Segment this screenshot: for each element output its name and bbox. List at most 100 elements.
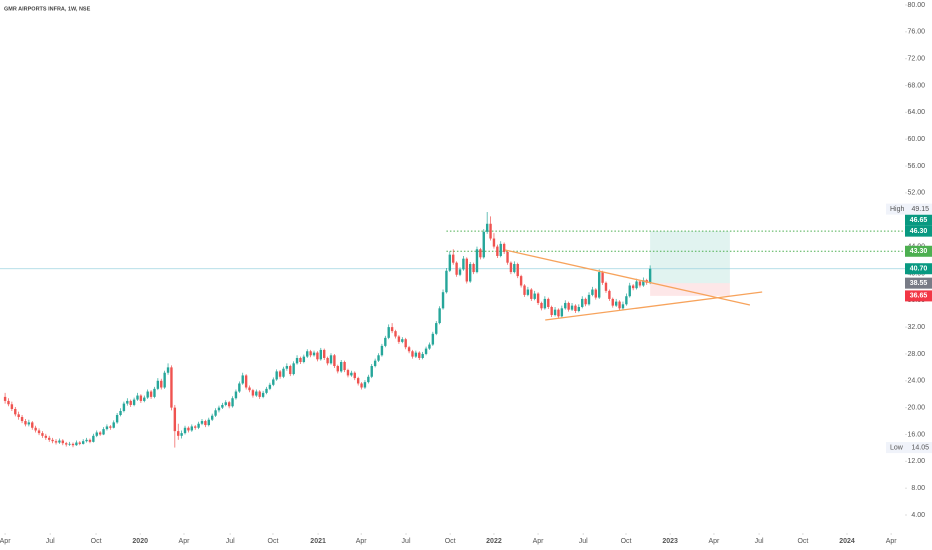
candle-body [190, 426, 194, 431]
candle-body [282, 368, 285, 377]
candle-body [27, 422, 31, 425]
x-tick-label: Jul [226, 538, 235, 545]
x-tick-label: Jul [46, 538, 55, 545]
candle-body [543, 298, 547, 309]
candle-body [224, 402, 227, 405]
y-tick-label: 68.00 [907, 82, 925, 89]
y-tick-label: 56.00 [907, 163, 925, 170]
candle-body [479, 249, 482, 258]
candle-body [37, 430, 41, 434]
candle-body [227, 402, 231, 407]
candle-body [183, 427, 187, 434]
candle-body [170, 367, 173, 408]
candle-body [628, 285, 631, 297]
candle-body [65, 443, 68, 445]
candle-body [81, 441, 85, 444]
candle-body [581, 298, 584, 307]
candle-body [428, 344, 431, 349]
x-tick-label: 2023 [662, 538, 678, 545]
candle-body [31, 422, 34, 428]
candle-body [231, 398, 234, 407]
candle-body [255, 391, 258, 396]
candle-body [401, 339, 404, 342]
y-tick-label: 52.00 [907, 190, 925, 197]
high-value: 49.15 [911, 206, 929, 213]
candle-body [316, 352, 319, 360]
candle-body [404, 339, 407, 348]
x-tick-label: Oct [797, 538, 808, 545]
candle-body [7, 400, 10, 405]
candle-body [530, 289, 533, 299]
candle-body [363, 382, 367, 388]
candle-body [462, 258, 465, 270]
candle-body [163, 372, 166, 388]
candle-body [557, 309, 560, 317]
candle-body [553, 309, 557, 316]
y-tick-label: 76.00 [907, 29, 925, 36]
y-tick-label: 20.00 [907, 404, 925, 411]
price-badge [905, 245, 932, 257]
candle-body [309, 351, 312, 356]
x-tick-label: Apr [886, 538, 898, 545]
candle-body [14, 408, 17, 415]
candle-body [68, 443, 71, 445]
candle-body [132, 399, 136, 405]
candle-body [251, 390, 255, 396]
candle-body [166, 367, 170, 373]
x-tick-label: Oct [268, 538, 279, 545]
y-tick-label: 72.00 [907, 56, 925, 63]
x-tick-label: 2022 [486, 538, 502, 545]
x-tick-label: Apr [0, 538, 11, 545]
candle-body [71, 443, 75, 446]
candle-body [631, 285, 635, 289]
candle-body [44, 435, 48, 438]
candle-body [594, 289, 598, 298]
candle-body [115, 415, 119, 423]
candle-body [513, 264, 516, 273]
candle-body [48, 437, 51, 440]
candle-body [574, 305, 577, 311]
candle-body [465, 258, 468, 282]
price-badge-label: 40.70 [910, 266, 928, 273]
candle-body [214, 410, 217, 416]
y-tick-label: 12.00 [907, 458, 925, 465]
candle-body [648, 268, 652, 283]
candle-body [533, 293, 536, 299]
candle-body [604, 282, 608, 291]
high-label: High [890, 206, 905, 213]
candle-body [85, 439, 88, 442]
candle-body [526, 289, 530, 295]
candle-body [153, 388, 156, 397]
y-tick-label: 4.00 [911, 512, 925, 519]
candle-body [204, 421, 207, 426]
x-tick-label: Apr [356, 538, 368, 545]
candle-body [414, 352, 418, 357]
candle-body [105, 426, 109, 430]
candle-body [146, 391, 149, 398]
price-badge [905, 290, 932, 302]
candle-body [560, 308, 564, 317]
candle-body [638, 281, 642, 286]
candle-body [377, 355, 380, 361]
candle-body [509, 262, 513, 273]
y-tick-label: 24.00 [907, 378, 925, 385]
candle-body [475, 249, 479, 273]
candle-body [431, 333, 435, 345]
candle-body [492, 238, 496, 247]
candle-body [197, 423, 200, 428]
candle-body [387, 327, 390, 338]
candle-body [614, 301, 618, 306]
candle-body [370, 366, 373, 377]
candle-body [244, 375, 248, 388]
high-badge [886, 203, 932, 215]
candle-body [139, 395, 143, 401]
trend-line [505, 249, 751, 306]
candle-body [98, 432, 102, 435]
candle-body [482, 231, 485, 258]
candle-body [373, 360, 377, 367]
candle-body [336, 366, 339, 372]
y-tick-label: 60.00 [907, 136, 925, 143]
candle-body [621, 304, 625, 309]
candle-body [173, 407, 177, 432]
candle-body [445, 270, 448, 293]
